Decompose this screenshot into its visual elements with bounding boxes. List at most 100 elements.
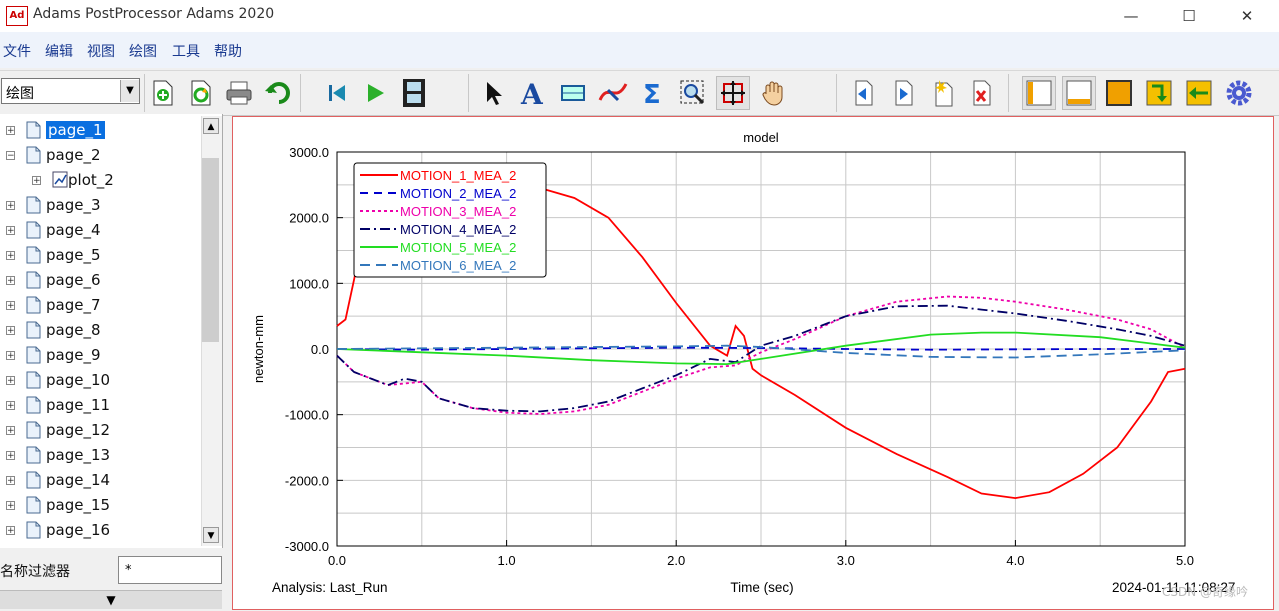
watermark: CSDN @奇缘吟 (1162, 584, 1248, 599)
fit-icon[interactable] (716, 76, 750, 110)
tree-item[interactable]: + page_6 (0, 268, 200, 293)
collapse-icon[interactable]: − (6, 151, 15, 161)
y-tick-label: -3000.0 (285, 539, 329, 554)
tree-item[interactable]: + page_8 (0, 318, 200, 343)
tree-item-label: page_11 (46, 396, 111, 414)
tree-item-label: page_16 (46, 521, 111, 539)
tree-item[interactable]: + page_7 (0, 293, 200, 318)
expand-icon[interactable]: + (6, 451, 15, 461)
pan-hand-icon[interactable] (756, 76, 790, 110)
tree-item[interactable]: + page_11 (0, 393, 200, 418)
page-icon (26, 346, 41, 368)
prev-page-icon[interactable] (846, 76, 880, 110)
expand-icon[interactable]: + (6, 376, 15, 386)
layout-2-icon[interactable] (1062, 76, 1096, 110)
print-icon[interactable] (222, 76, 256, 110)
next-page-icon[interactable] (886, 76, 920, 110)
menu-view[interactable]: 视图 (87, 44, 115, 60)
layout-4-icon[interactable] (1142, 76, 1176, 110)
layout-1-icon[interactable] (1022, 76, 1056, 110)
tree-item-label: page_10 (46, 371, 111, 389)
new-page-icon[interactable] (926, 76, 960, 110)
delete-page-icon[interactable] (964, 76, 998, 110)
layout-5-icon[interactable] (1182, 76, 1216, 110)
tree-item[interactable]: + page_10 (0, 368, 200, 393)
settings-gear-icon[interactable] (1222, 76, 1256, 110)
minimize-button[interactable]: — (1123, 7, 1139, 25)
expand-icon[interactable]: + (6, 351, 15, 361)
expand-icon[interactable]: + (6, 526, 15, 536)
tree-item[interactable]: − page_2 (0, 143, 200, 168)
animation-icon[interactable] (397, 76, 431, 110)
tree-item-label: page_3 (46, 196, 101, 214)
tree-item[interactable]: + page_16 (0, 518, 200, 543)
expand-icon[interactable]: + (6, 276, 15, 286)
expand-icon[interactable]: + (6, 401, 15, 411)
add-page-icon[interactable] (146, 76, 180, 110)
tree-item-label: page_4 (46, 221, 101, 239)
tree-item[interactable]: + page_3 (0, 193, 200, 218)
panel-collapse-button[interactable]: ▼ (0, 590, 222, 609)
mode-select[interactable] (1, 78, 140, 104)
expand-icon[interactable]: + (6, 226, 15, 236)
legend-label: MOTION_4_MEA_2 (400, 222, 516, 237)
legend-label: MOTION_3_MEA_2 (400, 204, 516, 219)
maximize-button[interactable]: ☐ (1182, 7, 1196, 25)
tree-item[interactable]: + page_13 (0, 443, 200, 468)
expand-icon[interactable]: + (6, 126, 15, 136)
select-arrow-icon[interactable] (476, 76, 510, 110)
layout-3-icon[interactable] (1102, 76, 1136, 110)
menu-file[interactable]: 文件 (3, 44, 31, 60)
menu-tools[interactable]: 工具 (172, 44, 200, 60)
expand-icon[interactable]: + (6, 251, 15, 261)
tree-item[interactable]: + page_9 (0, 343, 200, 368)
tree-item[interactable]: + page_1 (0, 118, 200, 143)
tree-item[interactable]: + plot_2 (0, 168, 200, 193)
menu-help[interactable]: 帮助 (214, 44, 242, 60)
play-icon[interactable] (358, 76, 392, 110)
chart-title: model (743, 130, 779, 145)
tree-item-label: page_5 (46, 246, 101, 264)
expand-icon[interactable]: + (6, 201, 15, 211)
expand-icon[interactable]: + (6, 426, 15, 436)
tree-item[interactable]: + page_4 (0, 218, 200, 243)
menu-edit[interactable]: 编辑 (45, 44, 73, 60)
x-tick-label: 1.0 (498, 553, 516, 568)
expand-icon[interactable]: + (6, 476, 15, 486)
legend-label: MOTION_1_MEA_2 (400, 168, 516, 183)
series-line-2 (336, 346, 1185, 351)
undo-icon[interactable] (262, 76, 296, 110)
expand-icon[interactable]: + (32, 176, 41, 186)
expand-icon[interactable]: + (6, 501, 15, 511)
scroll-down-icon[interactable]: ▼ (203, 527, 219, 543)
menu-plot[interactable]: 绘图 (129, 44, 157, 60)
tree-item-label: page_14 (46, 471, 111, 489)
tree-item[interactable]: + page_5 (0, 243, 200, 268)
legend-label: MOTION_6_MEA_2 (400, 258, 516, 273)
scrollbar-thumb[interactable] (202, 158, 219, 342)
scroll-up-icon[interactable]: ▲ (203, 118, 219, 134)
toolbar-separator (468, 74, 469, 112)
tree-item[interactable]: + page_12 (0, 418, 200, 443)
x-axis-label: Time (sec) (730, 580, 793, 595)
filter-input[interactable] (118, 556, 222, 584)
curve-edit-icon[interactable] (556, 76, 590, 110)
sigma-icon[interactable]: Σ (636, 76, 670, 110)
tree-item[interactable]: + page_15 (0, 493, 200, 518)
tree-item[interactable]: + page_14 (0, 468, 200, 493)
tree-item-label: page_15 (46, 496, 111, 514)
line-chart[interactable]: 0.0 1.0 2.0 3.0 4.0 5.03000.02000.01000.00.0-… (232, 116, 1272, 608)
x-tick-label: 4.0 (1006, 553, 1024, 568)
page-icon (26, 521, 41, 543)
expand-icon[interactable]: + (6, 326, 15, 336)
page-icon (26, 321, 41, 343)
expand-icon[interactable]: + (6, 301, 15, 311)
close-button[interactable]: ✕ (1240, 7, 1254, 25)
zoom-box-icon[interactable] (676, 76, 710, 110)
first-frame-icon[interactable] (320, 76, 354, 110)
refresh-icon[interactable] (184, 76, 218, 110)
chevron-down-icon[interactable]: ▼ (120, 80, 139, 102)
legend-label: MOTION_5_MEA_2 (400, 240, 516, 255)
curve-math-icon[interactable] (596, 76, 630, 110)
text-icon[interactable]: A (516, 76, 550, 110)
